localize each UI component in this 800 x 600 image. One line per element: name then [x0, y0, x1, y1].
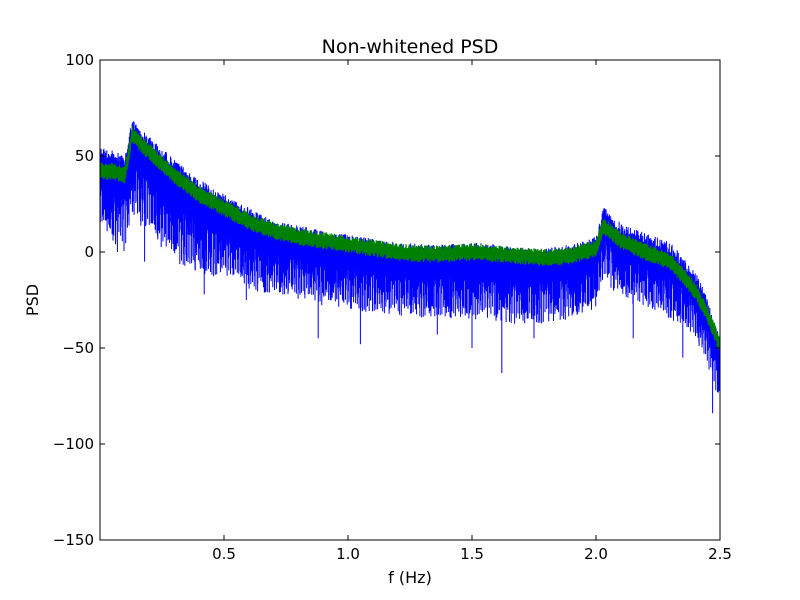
y-tick-label: −50 — [62, 339, 94, 357]
series-1-line — [100, 125, 720, 351]
y-axis-label: PSD — [23, 284, 42, 316]
x-axis-label: f (Hz) — [388, 568, 432, 587]
chart-title: Non-whitened PSD — [322, 36, 499, 58]
plot-frame — [99, 59, 721, 541]
y-tick-label: 100 — [65, 51, 94, 69]
x-tick-label: 1.5 — [460, 545, 484, 563]
y-tick-label: −150 — [53, 531, 94, 549]
y-axis: 100 50 0 −50 −100 −150 — [53, 51, 720, 549]
y-tick-label: 0 — [84, 243, 94, 261]
x-tick-label: 1.0 — [336, 545, 360, 563]
series-1 — [100, 125, 720, 351]
y-tick-label: −100 — [53, 435, 94, 453]
series-0 — [100, 121, 720, 414]
plot-area — [100, 121, 720, 414]
x-tick-label: 2.5 — [708, 545, 732, 563]
series-0-band — [100, 121, 720, 414]
x-tick-label: 0.5 — [212, 545, 236, 563]
y-tick-label: 50 — [75, 147, 94, 165]
x-axis: 0.5 1.0 1.5 2.0 2.5 — [212, 60, 732, 563]
x-tick-label: 2.0 — [584, 545, 608, 563]
